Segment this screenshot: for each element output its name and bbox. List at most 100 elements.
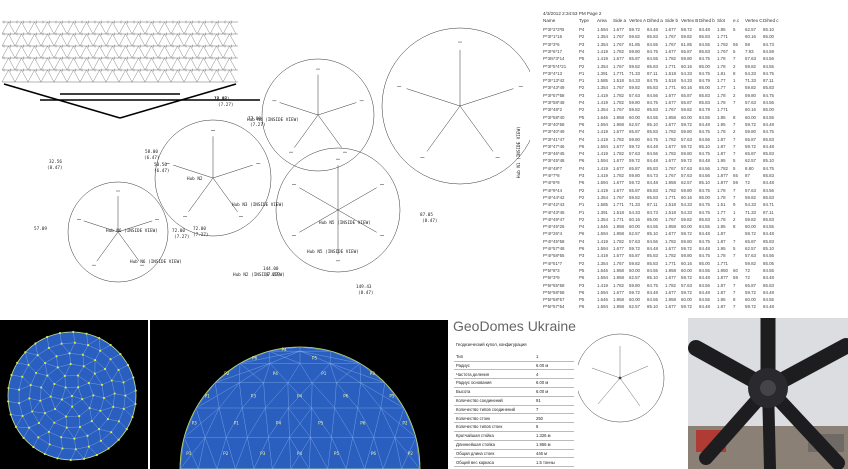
dome-top-edge [89,408,93,422]
dome-top-node [73,341,77,344]
hub-circle [261,58,375,172]
table-cell: 59.72 [681,143,692,149]
dome-top-node [14,425,18,428]
dome-top-svg [7,330,137,462]
table-cell: 1.958 [665,114,676,120]
table-cell: 59.72 [745,304,756,310]
angle-label: (7.27) [218,102,234,108]
dome-top-edge [79,420,92,428]
table-cell: P*5I*57*54 [543,304,565,310]
hub-spoke [96,231,119,262]
dome-top-node [55,355,58,358]
dome-side-edge [373,437,384,469]
table-cell: P*4I*9*44 [543,187,563,193]
table-cell: 1.354 [597,85,608,91]
table-cell: 1.87 [717,238,726,244]
table-cell: 1.78 [717,56,726,62]
dome-top-edge [65,406,73,417]
table-cell: 60.00 [681,267,692,273]
dome-panel-label: P5 [318,421,324,426]
dome-panel-label: P6 [252,355,258,360]
table-cell: 62.57 [629,121,640,127]
dome-top-node [54,407,57,411]
dome-top-edge [123,395,126,409]
dome-top-edge [110,353,121,360]
table-cell: 59.82 [681,34,692,40]
table-cell: P*4I*48*7 [543,165,563,171]
dome-top-edge [69,353,83,355]
table-row: P*3I5*3*14 P5 1.419 1.677 65.87 84.55 1.782 59.… [543,56,777,61]
table-cell: P*3I*57*58 [543,92,565,98]
table-cell: 59.82 [745,85,756,91]
table-cell: 1.958 [665,297,676,303]
table-cell: 59.82 [745,216,756,222]
table-cell: 59.82 [629,34,640,40]
dome-side-edge [309,437,311,469]
table-cell: P2 [579,107,585,113]
table-meta: 4/3/2012 2:34:53 PM Page 2 [543,11,602,16]
dome-top-node [37,421,41,425]
dome-side-edge [311,382,313,409]
config-key: Количество стоек [456,415,491,421]
table-cell: 54.33 [681,70,692,76]
table-column-header: Vertex A [629,18,647,23]
table-cell: 59.82 [629,260,640,266]
dome-top-edge [32,400,41,412]
table-cell: 1.419 [597,282,608,288]
dome-top-edge [99,338,101,351]
table-cell: 1.78 [717,100,726,105]
dome-side-edge [401,437,417,469]
table-cell: P*4I*51*7 [543,260,563,266]
dome-top-edge [29,398,33,412]
dome-side-edge [287,382,289,409]
table-cell: 7 [733,253,736,259]
dome-top-edge [54,399,63,410]
dome-top-edge [44,362,48,376]
config-value: 1 [536,354,539,359]
table-cell: 59.82 [629,194,640,200]
hub-spoke [317,114,342,148]
dome-side-edge [179,437,206,469]
table-cell: P6 [579,304,585,310]
dome-top-edge [94,373,103,385]
table-cell: 87.11 [763,78,774,84]
table-cell: 65.87 [629,56,640,62]
config-row: Тип 1 [454,352,574,362]
table-cell: 1.771 [613,216,624,222]
table-cell: 1.767 [665,216,676,222]
table-cell: 1.518 [613,78,624,84]
dome-top-node [117,420,121,423]
table-cell: 1.78 [717,129,726,135]
angle-label: (6.47) [154,168,170,174]
table-row: P*3I*43*49 P2 1.354 1.767 59.82 85.83 1.771 60.… [543,85,777,90]
table-cell: 1.419 [597,253,608,259]
table-cell: 85.10 [647,275,658,281]
hub-sketch-center [618,376,622,380]
table-cell: 1.419 [597,165,608,171]
table-cell: P*3I*43*49 [543,85,565,91]
dome-top-edge [108,439,119,449]
dome-top-edge [47,375,55,385]
table-cell: 62.57 [745,27,756,32]
table-row: P*5I*58*57 P5 1.646 1.958 60.00 84.55 1.958 60.… [543,297,777,302]
dome-panel-label: P2 [224,371,230,376]
table-cell: 1.95 [717,297,726,303]
dome-top-node [7,386,10,390]
angle-label: (7.27) [174,234,190,240]
dome-top-edge [86,333,89,346]
dome-top-edge [82,399,90,409]
table-cell: 1.354 [597,216,608,222]
table-cell: 54.33 [745,202,756,208]
table-cell: 72 [745,275,750,281]
table-row: P*3I*1*16 P2 1.354 1.767 59.82 85.83 1.767 59.8… [543,34,777,39]
dome-top-node [99,439,103,442]
angle-label: (7.27) [193,232,209,238]
table-cell: 1.782 [613,238,624,244]
config-row: Радиус 6.00 м [454,361,574,371]
table-cell: 1.877 [717,180,728,186]
table-cell: 62.57 [629,275,640,281]
dome-panel-label: P2 [408,451,414,456]
table-cell: 84.75 [763,92,774,98]
dome-top-edge [111,421,120,433]
dome-top-node [21,414,24,418]
